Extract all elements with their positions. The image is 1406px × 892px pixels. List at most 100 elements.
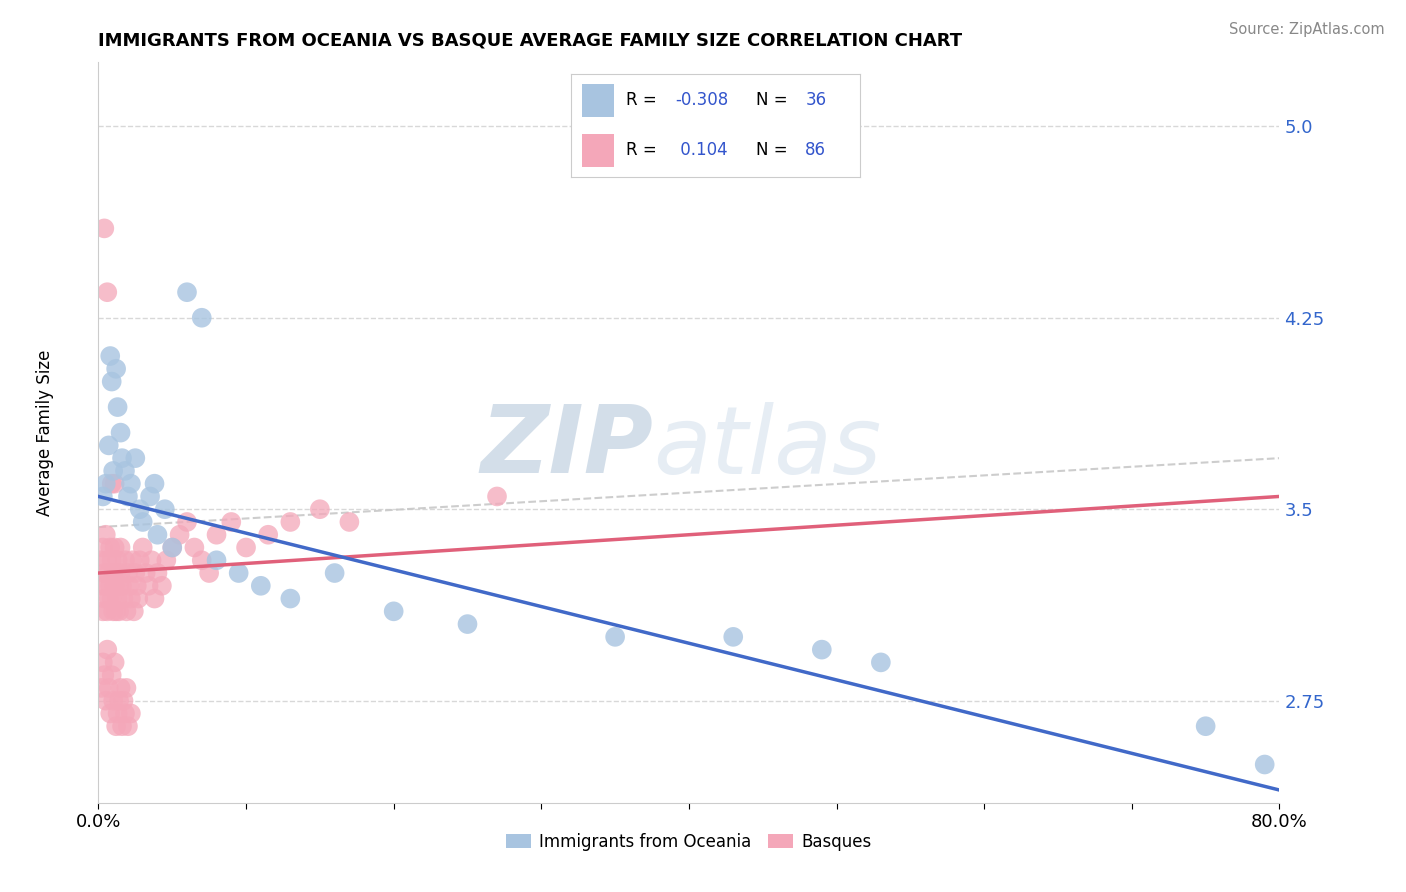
Point <box>111 579 134 593</box>
Point <box>93 566 115 580</box>
Point <box>228 566 250 580</box>
Point <box>96 285 118 300</box>
Point <box>176 285 198 300</box>
Point <box>127 591 149 606</box>
Point <box>280 591 302 606</box>
Point <box>97 681 120 695</box>
Point <box>104 541 127 555</box>
Point <box>114 706 136 721</box>
Point <box>111 451 134 466</box>
Point <box>91 541 114 555</box>
Point <box>221 515 243 529</box>
Point <box>121 553 143 567</box>
Point <box>115 681 138 695</box>
Point <box>143 591 166 606</box>
Point <box>810 642 832 657</box>
Point <box>115 604 138 618</box>
Point <box>138 579 160 593</box>
Point <box>486 490 509 504</box>
Point <box>91 604 114 618</box>
Text: Source: ZipAtlas.com: Source: ZipAtlas.com <box>1229 22 1385 37</box>
Point <box>104 656 127 670</box>
Point <box>110 681 132 695</box>
Point <box>205 553 228 567</box>
Point <box>94 476 117 491</box>
Point <box>98 579 121 593</box>
Point <box>723 630 745 644</box>
Point <box>100 553 122 567</box>
Point <box>100 591 122 606</box>
Point <box>107 400 129 414</box>
Point <box>135 566 157 580</box>
Point <box>191 310 214 325</box>
Point <box>309 502 332 516</box>
Point <box>1254 757 1277 772</box>
Point <box>98 349 121 363</box>
Point <box>183 541 205 555</box>
Point <box>125 579 148 593</box>
Point <box>457 617 479 632</box>
Point <box>120 476 142 491</box>
Point <box>112 591 135 606</box>
Point <box>107 591 129 606</box>
Point <box>162 541 183 555</box>
Point <box>103 464 125 478</box>
Point <box>98 706 121 721</box>
Point <box>108 604 131 618</box>
Point <box>112 694 135 708</box>
Point <box>124 566 146 580</box>
Point <box>108 694 131 708</box>
Point <box>94 579 117 593</box>
Point <box>605 630 627 644</box>
Point <box>111 719 134 733</box>
Point <box>176 515 198 529</box>
Point <box>114 553 136 567</box>
Point <box>100 476 122 491</box>
Text: ZIP: ZIP <box>481 401 654 493</box>
Point <box>132 541 155 555</box>
Point <box>143 476 166 491</box>
Point <box>96 642 118 657</box>
Point <box>339 515 361 529</box>
Point <box>146 527 169 541</box>
Point <box>90 681 112 695</box>
Text: Average Family Size: Average Family Size <box>37 350 55 516</box>
Point <box>150 579 173 593</box>
Point <box>90 579 112 593</box>
Point <box>205 527 228 541</box>
Point <box>103 604 125 618</box>
Point <box>114 464 136 478</box>
Point <box>118 579 141 593</box>
Point <box>162 541 183 555</box>
Point <box>89 553 111 567</box>
Point <box>93 221 115 235</box>
Point <box>93 668 115 682</box>
Point <box>117 719 139 733</box>
Point <box>97 566 120 580</box>
Point <box>104 579 127 593</box>
Point <box>280 515 302 529</box>
Point <box>94 527 117 541</box>
Point <box>120 591 142 606</box>
Point <box>94 694 117 708</box>
Point <box>128 502 150 516</box>
Legend: Immigrants from Oceania, Basques: Immigrants from Oceania, Basques <box>499 826 879 857</box>
Point <box>257 527 280 541</box>
Point <box>93 591 115 606</box>
Point <box>870 656 893 670</box>
Point <box>132 515 155 529</box>
Point <box>141 553 163 567</box>
Point <box>120 706 142 721</box>
Point <box>105 361 128 376</box>
Point <box>128 553 150 567</box>
Point <box>98 541 121 555</box>
Point <box>110 566 132 580</box>
Point <box>169 527 191 541</box>
Text: IMMIGRANTS FROM OCEANIA VS BASQUE AVERAGE FAMILY SIZE CORRELATION CHART: IMMIGRANTS FROM OCEANIA VS BASQUE AVERAG… <box>98 32 963 50</box>
Point <box>155 553 177 567</box>
Point <box>97 591 120 606</box>
Point <box>107 706 129 721</box>
Point <box>96 604 118 618</box>
Point <box>110 425 132 440</box>
Point <box>323 566 346 580</box>
